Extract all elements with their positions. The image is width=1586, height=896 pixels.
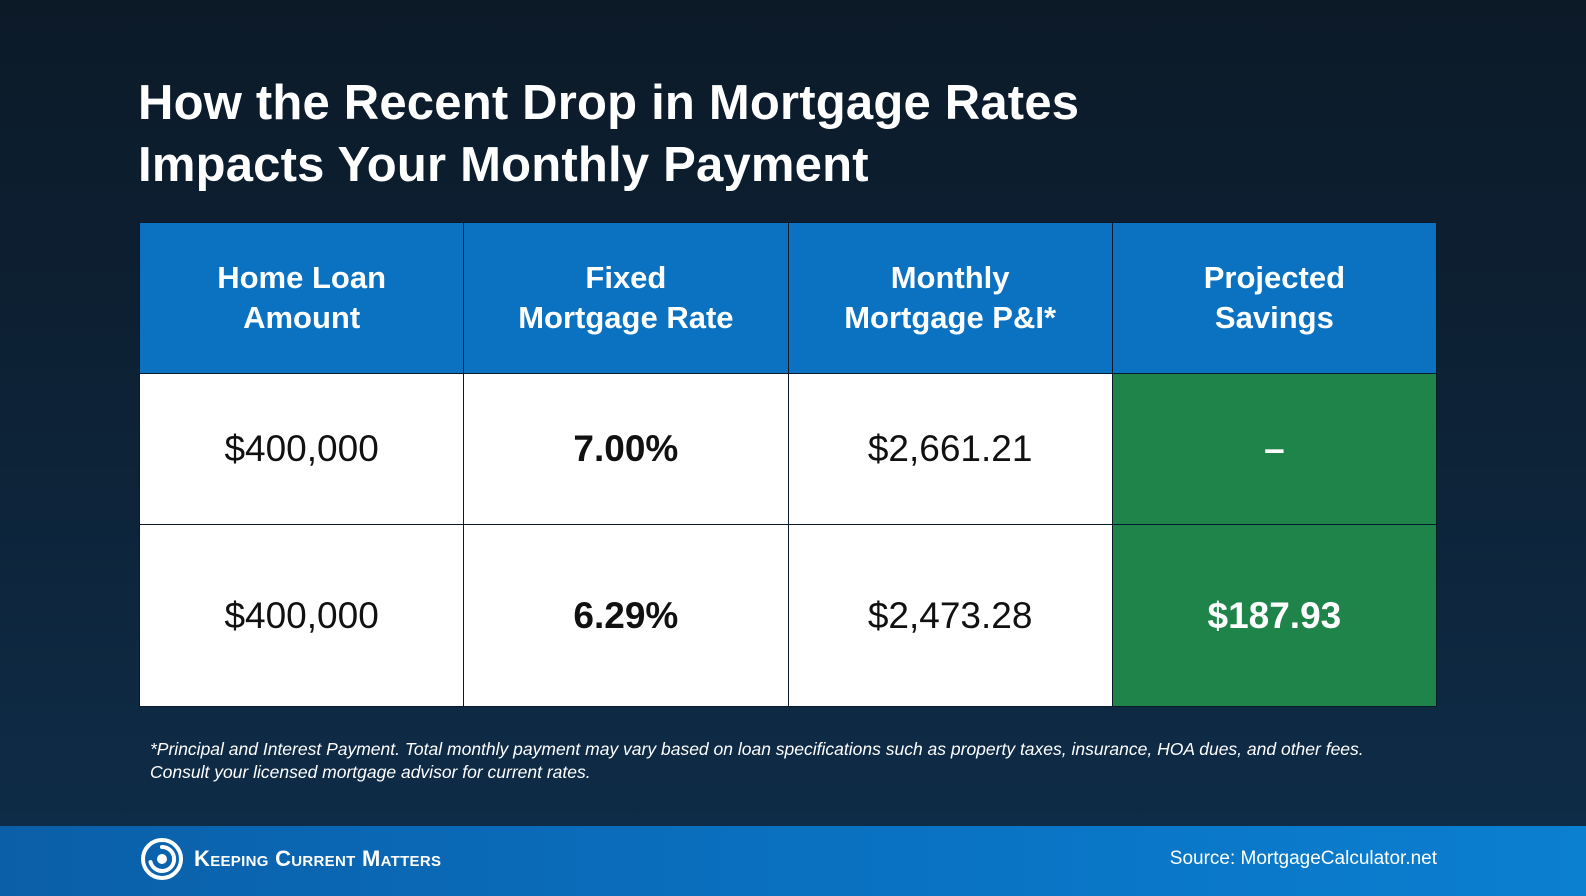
header-fixed-mortgage-rate: Fixed Mortgage Rate: [463, 222, 789, 374]
header-fixed-mortgage-rate-line-2: Mortgage Rate: [518, 300, 734, 335]
header-fixed-mortgage-rate-line-1: Fixed: [585, 260, 667, 295]
cell-loan-amount: $400,000: [138, 373, 465, 525]
footnote: *Principal and Interest Payment. Total m…: [150, 738, 1450, 784]
header-projected-savings: Projected Savings: [1111, 222, 1438, 374]
cell-rate: 6.29%: [463, 524, 789, 707]
header-home-loan-amount-line-1: Home Loan: [217, 260, 387, 295]
table-row: $400,000 6.29% $2,473.28 $187.93: [138, 524, 1438, 707]
mortgage-comparison-table: Home Loan Amount Fixed Mortgage Rate Mon…: [138, 222, 1438, 707]
header-monthly-mortgage-pi: Monthly Mortgage P&I*: [787, 222, 1113, 374]
cell-savings: $187.93: [1111, 524, 1438, 707]
cell-rate: 7.00%: [463, 373, 789, 525]
cell-loan-amount: $400,000: [138, 524, 465, 707]
footer-bar: Keeping Current Matters Source: Mortgage…: [0, 826, 1586, 896]
source-credit: Source: MortgageCalculator.net: [1169, 848, 1437, 869]
header-home-loan-amount: Home Loan Amount: [138, 222, 465, 374]
cell-monthly-pi: $2,661.21: [787, 373, 1113, 525]
header-projected-savings-line-2: Savings: [1214, 300, 1334, 335]
brand-logo[interactable]: Keeping Current Matters: [140, 836, 441, 882]
footnote-line-2: Consult your licensed mortgage advisor f…: [150, 762, 591, 782]
table-row: $400,000 7.00% $2,661.21 –: [138, 373, 1438, 525]
brand-name: Keeping Current Matters: [194, 846, 442, 871]
header-home-loan-amount-line-2: Amount: [243, 300, 361, 335]
page-title: How the Recent Drop in Mortgage Rates Im…: [138, 72, 1079, 196]
cell-savings: –: [1111, 373, 1438, 525]
table-header-row: Home Loan Amount Fixed Mortgage Rate Mon…: [138, 222, 1438, 374]
header-projected-savings-line-1: Projected: [1203, 260, 1346, 295]
footnote-line-1: *Principal and Interest Payment. Total m…: [150, 739, 1364, 759]
page-title-line-1: How the Recent Drop in Mortgage Rates: [138, 76, 1080, 130]
header-monthly-mortgage-pi-line-2: Mortgage P&I*: [844, 300, 1057, 335]
cell-monthly-pi: $2,473.28: [787, 524, 1113, 707]
kcm-swirl-icon: [140, 837, 184, 881]
page-title-line-2: Impacts Your Monthly Payment: [138, 138, 869, 192]
header-monthly-mortgage-pi-line-1: Monthly: [890, 260, 1010, 295]
